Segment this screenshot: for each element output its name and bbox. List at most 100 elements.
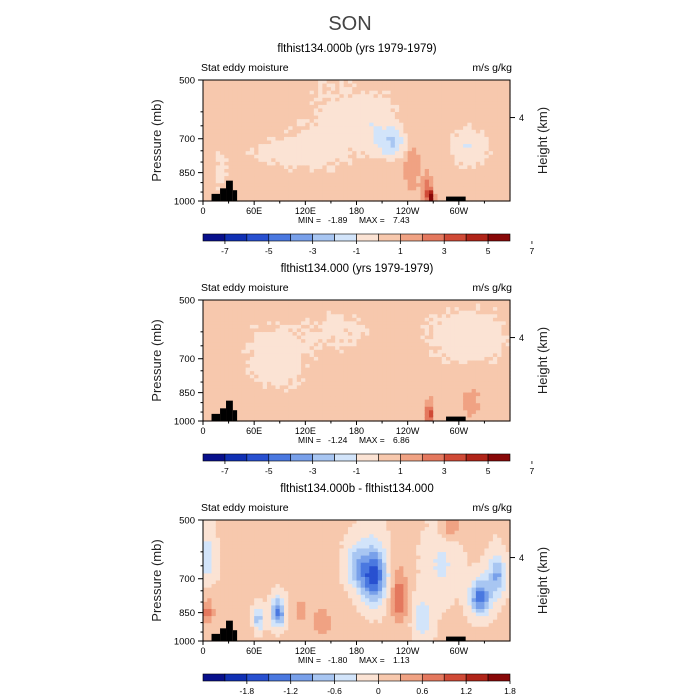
contour-cell <box>237 122 242 127</box>
contour-cell <box>203 399 208 404</box>
contour-cell <box>390 314 396 319</box>
contour-cell <box>335 140 341 145</box>
contour-cell <box>407 158 413 163</box>
contour-cell <box>433 179 439 184</box>
contour-cell <box>403 83 409 88</box>
contour-cell <box>399 353 404 358</box>
contour-cell <box>390 364 396 369</box>
contour-cell <box>266 90 272 95</box>
contour-cell <box>249 190 255 195</box>
contour-cell <box>382 314 387 319</box>
contour-cell <box>211 399 217 404</box>
contour-cell <box>424 335 430 340</box>
contour-cell <box>399 388 404 394</box>
contour-cell <box>211 356 217 362</box>
contour-cell <box>441 101 447 106</box>
contour-cell <box>437 364 443 369</box>
contour-cell <box>403 371 409 376</box>
contour-cell <box>467 300 473 305</box>
contour-cell <box>390 396 396 401</box>
contour-cell <box>441 190 447 195</box>
contour-cell <box>497 332 503 337</box>
contour-cell <box>399 324 404 330</box>
contour-cell <box>390 151 396 156</box>
contour-cell <box>232 356 238 362</box>
contour-cell <box>249 378 255 383</box>
contour-cell <box>228 339 234 344</box>
contour-cell <box>309 193 315 199</box>
contour-cell <box>326 176 332 181</box>
contour-cell <box>428 87 434 92</box>
contour-cell <box>454 303 460 308</box>
contour-cell <box>492 388 498 394</box>
contour-cell <box>420 364 426 369</box>
contour-cell <box>313 172 319 177</box>
contour-cell <box>275 112 281 117</box>
contour-cell <box>275 307 281 312</box>
contour-cell <box>437 101 443 106</box>
contour-cell <box>428 172 434 177</box>
contour-cell <box>211 144 217 149</box>
contour-cell <box>237 158 242 163</box>
contour-cell <box>356 346 362 351</box>
contour-cell <box>220 332 225 337</box>
contour-cell <box>373 136 379 142</box>
contour-cell <box>377 136 383 142</box>
contour-cell <box>292 104 298 110</box>
contour-cell <box>288 147 294 152</box>
contour-cell <box>262 108 268 113</box>
contour-cell <box>420 385 426 390</box>
contour-cell <box>266 101 272 106</box>
contour-cell <box>390 417 396 422</box>
contour-cell <box>420 115 426 120</box>
contour-cell <box>232 310 238 315</box>
contour-cell <box>241 399 247 404</box>
contour-cell <box>428 346 434 351</box>
contour-cell <box>394 165 400 170</box>
contour-cell <box>471 83 477 88</box>
contour-cell <box>360 136 366 142</box>
contour-cell <box>335 410 341 415</box>
contour-cell <box>416 317 422 322</box>
contour-cell <box>220 374 225 379</box>
contour-cell <box>305 410 311 415</box>
contour-cell <box>437 161 443 167</box>
contour-cell <box>292 183 298 188</box>
contour-cell <box>309 349 315 354</box>
contour-cell <box>352 183 358 188</box>
contour-cell <box>318 300 323 305</box>
contour-cell <box>433 413 439 419</box>
contour-cell <box>335 158 341 163</box>
contour-cell <box>505 417 511 422</box>
contour-cell <box>424 417 430 422</box>
contour-cell <box>399 410 404 415</box>
contour-cell <box>484 186 490 191</box>
contour-cell <box>249 353 255 358</box>
contour-cell <box>424 349 430 354</box>
contour-cell <box>382 371 387 376</box>
contour-cell <box>292 410 298 415</box>
contour-cell <box>463 321 468 326</box>
contour-cell <box>377 388 383 394</box>
contour-cell <box>488 374 494 379</box>
contour-cell <box>446 367 451 372</box>
contour-cell <box>501 410 507 415</box>
contour-cell <box>497 83 503 88</box>
contour-cell <box>446 310 451 315</box>
contour-cell <box>224 378 230 383</box>
contour-cell <box>228 136 234 142</box>
contour-cell <box>288 335 294 340</box>
contour-cell <box>301 179 306 184</box>
contour-cell <box>313 403 319 408</box>
contour-cell <box>454 101 460 106</box>
contour-cell <box>292 87 298 92</box>
contour-cell <box>215 392 221 397</box>
contour-cell <box>488 353 494 358</box>
contour-cell <box>475 94 481 99</box>
contour-cell <box>390 374 396 379</box>
contour-cell <box>271 179 277 184</box>
contour-cell <box>224 324 230 330</box>
contour-cell <box>480 378 486 383</box>
contour-cell <box>420 388 426 394</box>
contour-cell <box>241 165 247 170</box>
